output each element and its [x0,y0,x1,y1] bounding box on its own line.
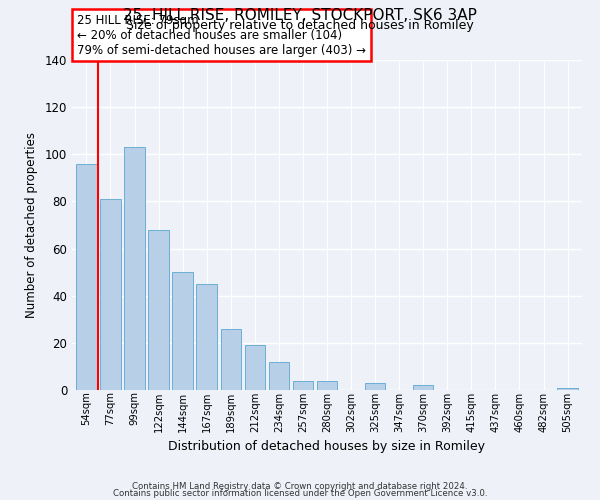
Bar [413,386,433,390]
Text: Contains HM Land Registry data © Crown copyright and database right 2024.: Contains HM Land Registry data © Crown c… [132,482,468,491]
Bar [196,284,217,390]
Bar [269,362,289,390]
Bar [100,199,121,390]
Y-axis label: Number of detached properties: Number of detached properties [25,132,38,318]
Bar [124,147,145,390]
X-axis label: Distribution of detached houses by size in Romiley: Distribution of detached houses by size … [169,440,485,453]
Bar [245,345,265,390]
Bar [365,383,385,390]
Bar [557,388,578,390]
Text: 25 HILL RISE: 79sqm
← 20% of detached houses are smaller (104)
79% of semi-detac: 25 HILL RISE: 79sqm ← 20% of detached ho… [77,14,366,56]
Text: 25, HILL RISE, ROMILEY, STOCKPORT, SK6 3AP: 25, HILL RISE, ROMILEY, STOCKPORT, SK6 3… [123,8,477,22]
Text: Contains public sector information licensed under the Open Government Licence v3: Contains public sector information licen… [113,488,487,498]
Bar [293,380,313,390]
Bar [76,164,97,390]
Bar [172,272,193,390]
Text: Size of property relative to detached houses in Romiley: Size of property relative to detached ho… [126,18,474,32]
Bar [221,328,241,390]
Bar [148,230,169,390]
Bar [317,380,337,390]
